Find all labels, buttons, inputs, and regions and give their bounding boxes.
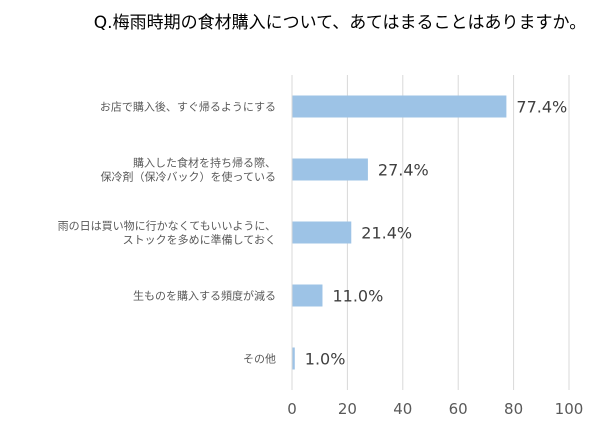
data-label: 21.4% (361, 224, 412, 243)
x-tick-label: 0 (287, 400, 297, 418)
bar (292, 95, 507, 118)
data-label: 77.4% (516, 98, 567, 117)
category-label: お店で購入後、すぐ帰るようにする (100, 100, 276, 114)
category-label: その他 (243, 353, 276, 366)
bar (292, 158, 368, 181)
category-label: 保冷剤（保冷バック）を使っている (101, 170, 276, 184)
data-label: 11.0% (332, 287, 383, 306)
bar (292, 347, 295, 370)
bar (292, 221, 352, 244)
x-tick-label: 40 (393, 400, 412, 418)
category-label: 雨の日は買い物に行かなくてもいいように、 (58, 219, 276, 233)
category-label: ストックを多めに準備しておく (123, 233, 276, 247)
category-label: 購入した食材を持ち帰る際、 (133, 156, 276, 170)
x-tick-label: 100 (555, 400, 584, 418)
data-label: 1.0% (305, 350, 346, 369)
x-tick-label: 80 (504, 400, 523, 418)
x-tick-label: 60 (449, 400, 468, 418)
chart-title: Q.梅雨時期の食材購入について、あてはまることはありますか。 (93, 13, 587, 33)
x-tick-label: 20 (338, 400, 357, 418)
category-label: 生ものを購入する頻度が減る (133, 289, 276, 303)
data-label: 27.4% (378, 161, 429, 180)
bar (292, 284, 323, 307)
